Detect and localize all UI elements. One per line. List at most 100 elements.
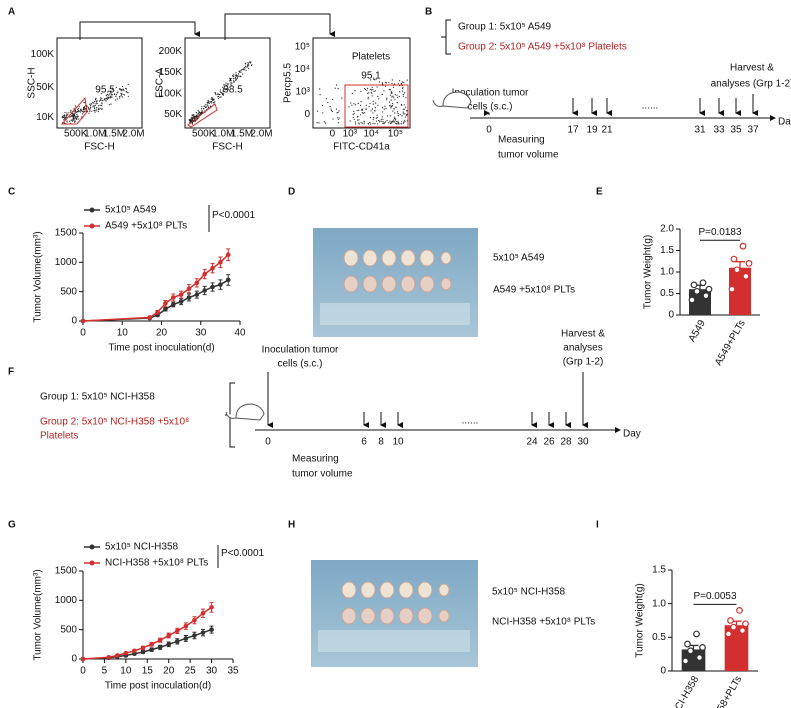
flow-plot-frame — [184, 37, 271, 129]
event-dot — [71, 114, 73, 116]
gate — [344, 84, 409, 128]
event-dot — [76, 118, 78, 121]
event-dot — [224, 84, 226, 86]
event-dot — [94, 104, 96, 107]
y-tick-label: 1.0 — [652, 598, 666, 609]
event-dot — [70, 115, 72, 118]
event-dot — [62, 117, 64, 119]
event-dot — [330, 109, 333, 111]
event-dot — [227, 88, 229, 90]
event-dot — [98, 108, 100, 110]
tumor — [398, 607, 414, 625]
flow-y-tick: 50K — [36, 82, 54, 93]
data-point — [705, 285, 713, 293]
event-dot — [378, 119, 380, 122]
photo-label: A549 +5x10⁸ PLTs — [493, 285, 575, 296]
event-dot — [377, 95, 379, 97]
event-dot — [370, 110, 372, 112]
event-dot — [124, 94, 126, 96]
event-dot — [396, 121, 398, 123]
data-point — [218, 260, 223, 265]
data-point — [688, 296, 696, 304]
event-dot — [89, 107, 91, 109]
event-dot — [78, 106, 80, 108]
flow-y-tick: 50K — [164, 109, 182, 120]
event-dot — [319, 88, 321, 90]
x-tick-label: 5 — [102, 666, 108, 677]
event-dot — [236, 77, 238, 79]
y-tick-label: 1.0 — [660, 267, 674, 278]
event-dot — [89, 110, 91, 112]
event-dot — [317, 110, 319, 112]
event-dot — [337, 118, 339, 120]
event-dot — [337, 88, 339, 90]
photo-label: NCI-H358 +5x10⁸ PLTs — [492, 617, 595, 628]
flow-x-tick: 1.0M — [212, 129, 234, 140]
event-dot — [218, 94, 221, 96]
event-dot — [402, 113, 405, 115]
event-dot — [394, 119, 396, 121]
event-dot — [81, 110, 83, 112]
event-dot — [121, 85, 124, 88]
event-dot — [122, 93, 124, 96]
event-dot — [391, 104, 393, 106]
event-dot — [402, 108, 404, 110]
event-dot — [235, 78, 237, 80]
event-dot — [121, 93, 123, 95]
event-dot — [356, 109, 358, 112]
event-dot — [394, 116, 396, 118]
data-point — [186, 286, 192, 292]
y-tick-label: 0 — [668, 310, 674, 321]
x-tick-label: 20 — [163, 666, 175, 677]
event-dot — [390, 105, 392, 107]
event-dot — [219, 89, 221, 91]
event-dot — [369, 116, 371, 119]
event-dot — [358, 109, 360, 111]
event-dot — [360, 114, 362, 116]
annotation: P<0.0001 — [212, 210, 256, 221]
event-dot — [220, 96, 222, 98]
tumor — [419, 249, 435, 267]
event-dot — [226, 85, 228, 87]
event-dot — [201, 110, 203, 112]
y-tick-label: 0.5 — [652, 632, 666, 643]
event-dot — [240, 69, 242, 71]
event-dot — [72, 119, 74, 121]
event-dot — [230, 78, 232, 80]
event-dot — [338, 117, 340, 119]
data-point — [682, 657, 689, 665]
y-tick-label: 1.5 — [660, 245, 674, 256]
photo-label: 5x10⁵ NCI-H358 — [492, 587, 566, 598]
event-dot — [396, 94, 398, 96]
event-dot — [125, 91, 127, 93]
event-dot — [191, 115, 193, 117]
tumor — [381, 249, 397, 267]
event-dot — [107, 97, 109, 99]
event-dot — [222, 93, 224, 95]
flow-x-tick: 1.5M — [231, 129, 253, 140]
tumor — [341, 581, 357, 599]
event-dot — [93, 106, 95, 108]
inoculation-label: cells (s.c.) — [468, 102, 513, 113]
event-dot — [74, 118, 76, 120]
data-point — [225, 252, 231, 258]
event-dot — [404, 92, 406, 94]
data-point — [114, 653, 120, 658]
tumor — [362, 275, 378, 293]
data-point — [693, 630, 700, 638]
event-dot — [248, 62, 250, 64]
flow-x-tick: 2.0M — [122, 129, 144, 140]
event-dot — [196, 119, 198, 121]
event-dot — [215, 92, 217, 94]
tumor — [379, 581, 395, 599]
event-dot — [358, 119, 360, 121]
data-point — [183, 636, 189, 641]
y-tick-label: 0 — [71, 654, 77, 665]
event-dot — [250, 64, 253, 67]
event-dot — [381, 107, 384, 109]
event-dot — [101, 102, 103, 104]
event-dot — [210, 102, 212, 104]
bar — [724, 625, 749, 671]
measure-label: tumor volume — [292, 469, 353, 480]
timeline-axis-label: Day — [778, 117, 791, 128]
